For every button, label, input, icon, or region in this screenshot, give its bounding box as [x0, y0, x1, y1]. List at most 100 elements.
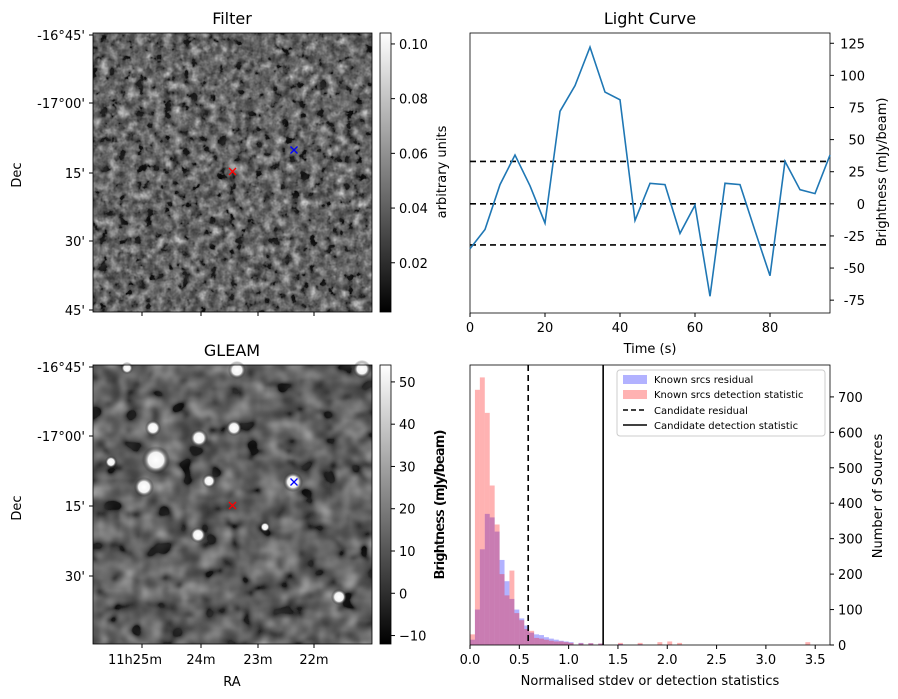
detection-bar: [598, 643, 604, 645]
residual-bar: [548, 638, 554, 645]
gleam-source: [202, 474, 216, 488]
gleam-source: [142, 446, 170, 474]
light-curve-y-tick: 100: [840, 69, 865, 84]
detection-bar: [568, 642, 574, 645]
gleam-source: [331, 589, 347, 605]
histogram-y-tick: 600: [838, 426, 863, 441]
light-curve-threshold-lines: [470, 160, 830, 246]
histogram-x-tick: 1.5: [608, 653, 629, 668]
residual-bar: [553, 639, 559, 645]
colorbar-tick-label: 30: [399, 460, 416, 475]
residual-bar: [558, 640, 564, 645]
detection-bar: [617, 642, 623, 645]
histogram-y-tick: 200: [838, 568, 863, 583]
histogram-x-tick: 1.0: [558, 653, 579, 668]
histogram-right-y-label: Number of Sources: [871, 434, 886, 559]
detection-bar: [494, 524, 500, 645]
detection-bar: [474, 389, 480, 645]
gleam-source: [145, 420, 161, 436]
colorbar-tick-label: 50: [399, 376, 416, 391]
colorbar-tick-label: 10: [399, 545, 416, 560]
gleam-x-axis: 11h25m 24m 23m 22m: [108, 644, 329, 668]
residual-bar: [543, 637, 549, 645]
gleam-y-tick: -16°45': [37, 361, 85, 376]
residual-bar: [534, 634, 540, 645]
colorbar-tick-label: 0.04: [399, 202, 428, 217]
detection-bar: [543, 639, 549, 645]
gleam-x-tick: 22m: [299, 653, 328, 668]
detection-bar: [509, 570, 515, 645]
gleam-source: [283, 472, 303, 492]
residual-bar: [563, 641, 569, 645]
detection-bar: [657, 642, 663, 645]
detection-bar: [470, 634, 475, 645]
gleam-y-tick: -17°00': [37, 430, 85, 445]
detection-bar: [504, 595, 510, 645]
gleam-y-label: Dec: [10, 495, 25, 520]
colorbar-tick-label: 0: [399, 587, 407, 602]
gleam-candidate-marker: [228, 501, 237, 510]
light-curve-y-tick: -75: [844, 294, 865, 309]
filter-title: Filter: [212, 9, 252, 28]
filter-y-tick: 45': [65, 304, 85, 319]
colorbar-tick-label: 0.10: [399, 38, 428, 53]
residual-bar: [578, 642, 584, 645]
gleam-source: [228, 361, 246, 379]
residual-bar: [474, 609, 480, 645]
residual-bar: [494, 531, 500, 645]
detection-bar: [637, 642, 643, 645]
histogram-y-tick: 500: [838, 462, 863, 477]
gleam-source: [121, 362, 133, 374]
detection-bar: [578, 643, 584, 645]
colorbar-tick-label: 20: [399, 503, 416, 518]
gleam-x-tick: 11h25m: [108, 653, 162, 668]
light-curve-x-tick: 0: [466, 321, 474, 336]
filter-colorbar: 0.02 0.04 0.06 0.08 0.10 arbitrary units: [379, 32, 450, 313]
legend-label: Known srcs detection statistic: [654, 390, 803, 401]
histogram-x-label: Normalised stdev or detection statistics: [521, 674, 780, 689]
residual-bar: [539, 635, 544, 645]
gleam-source: [134, 477, 154, 497]
histogram-x-tick: 2.5: [706, 653, 727, 668]
colorbar-tick-label: −10: [399, 630, 426, 645]
detection-bar: [677, 642, 683, 645]
histogram-x-tick: 0.5: [509, 653, 530, 668]
gleam-known-source-marker: [290, 478, 298, 486]
histogram-x-tick: 3.0: [756, 653, 777, 668]
light-curve-panel: Light Curve 0 20 40 60 80 -75 -50 -25 0 25 50 75 10…: [466, 9, 890, 357]
residual-bar: [529, 632, 535, 645]
detection-bar: [499, 574, 505, 645]
residual-bar: [524, 625, 530, 645]
gleam-y-tick: 30': [65, 570, 85, 585]
histogram-bars: [470, 377, 811, 645]
light-curve-series: [469, 44, 831, 297]
legend-label: Candidate residual: [654, 406, 748, 417]
detection-bar: [553, 641, 559, 645]
detection-bar: [514, 613, 520, 645]
light-curve-x-tick: 40: [612, 321, 629, 336]
gleam-x-tick: 23m: [243, 653, 272, 668]
gleam-y-axis: -16°45' -17°00' 15' 30': [37, 361, 93, 585]
filter-colorbar-scale: [379, 32, 392, 313]
gleam-source: [353, 360, 371, 378]
filter-markers: [228, 146, 298, 176]
light-curve-x-tick: 60: [687, 321, 704, 336]
detection-bar: [805, 642, 811, 645]
residual-bar: [598, 643, 604, 645]
gleam-y-tick: 15': [65, 500, 85, 515]
colorbar-tick-label: 0.06: [399, 147, 428, 162]
detection-bar: [558, 641, 564, 645]
gleam-title: GLEAM: [204, 341, 260, 360]
filter-candidate-marker: [228, 167, 237, 176]
light-curve-y-tick: 25: [848, 166, 865, 181]
gleam-frame: [92, 364, 373, 645]
filter-x-ticks: [141, 312, 315, 316]
histogram-legend: Known srcs residual Known srcs detection…: [616, 369, 826, 437]
filter-colorbar-label: arbitrary units: [435, 125, 450, 218]
gleam-source: [260, 522, 270, 532]
detection-bar: [489, 485, 495, 645]
histogram-left-y-label: Brightness (mJy/beam): [433, 431, 448, 580]
histogram-y-tick: 100: [838, 604, 863, 619]
residual-bar: [617, 643, 623, 645]
